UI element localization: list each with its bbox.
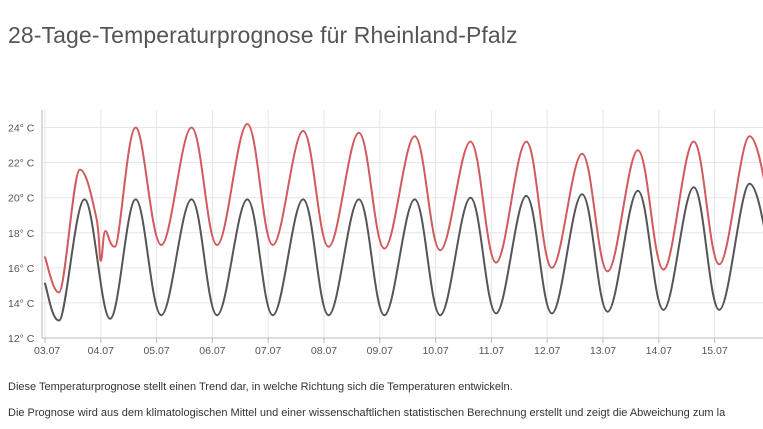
x-tick-label: 15.07 bbox=[701, 345, 727, 357]
chart-svg: 12° C 14° C 16° C 18° C 20° C 22° C 24° C 03.07… bbox=[8, 110, 763, 357]
x-tick-label: 06.07 bbox=[199, 345, 225, 357]
y-tick-label: 20° C bbox=[8, 193, 35, 205]
y-tick-label: 24° C bbox=[8, 123, 35, 135]
x-tick-label: 04.07 bbox=[88, 345, 114, 357]
y-tick-label: 22° C bbox=[8, 158, 35, 170]
description-line-2: Die Prognose wird aus dem klimatologisch… bbox=[8, 407, 726, 419]
y-tick-label: 18° C bbox=[8, 228, 35, 240]
y-tick-label: 12° C bbox=[8, 333, 35, 345]
x-tick-label: 09.07 bbox=[367, 345, 393, 357]
temperature-chart: 12° C 14° C 16° C 18° C 20° C 22° C 24° C 03.07… bbox=[0, 100, 763, 365]
chart-canvas: 12° C 14° C 16° C 18° C 20° C 22° C 24° C 03.07… bbox=[0, 100, 763, 365]
x-tick-label: 03.07 bbox=[34, 345, 60, 357]
x-tick-label: 13.07 bbox=[590, 345, 616, 357]
x-tick-label: 08.07 bbox=[311, 345, 337, 357]
description-line-1: Diese Temperaturprognose stellt einen Tr… bbox=[8, 381, 513, 393]
x-tick-label: 10.07 bbox=[422, 345, 448, 357]
x-tick-label: 05.07 bbox=[143, 345, 169, 357]
series-line-max bbox=[44, 123, 763, 294]
y-tick-label: 14° C bbox=[8, 298, 35, 310]
x-tick-label: 12.07 bbox=[534, 345, 560, 357]
series-line-min bbox=[44, 182, 763, 322]
page-title: 28-Tage-Temperaturprognose für Rheinland… bbox=[8, 22, 518, 48]
x-tick-label: 07.07 bbox=[255, 345, 281, 357]
y-tick-label: 16° C bbox=[8, 263, 35, 275]
x-tick-label: 11.07 bbox=[479, 345, 505, 357]
x-tick-label: 14.07 bbox=[646, 345, 672, 357]
